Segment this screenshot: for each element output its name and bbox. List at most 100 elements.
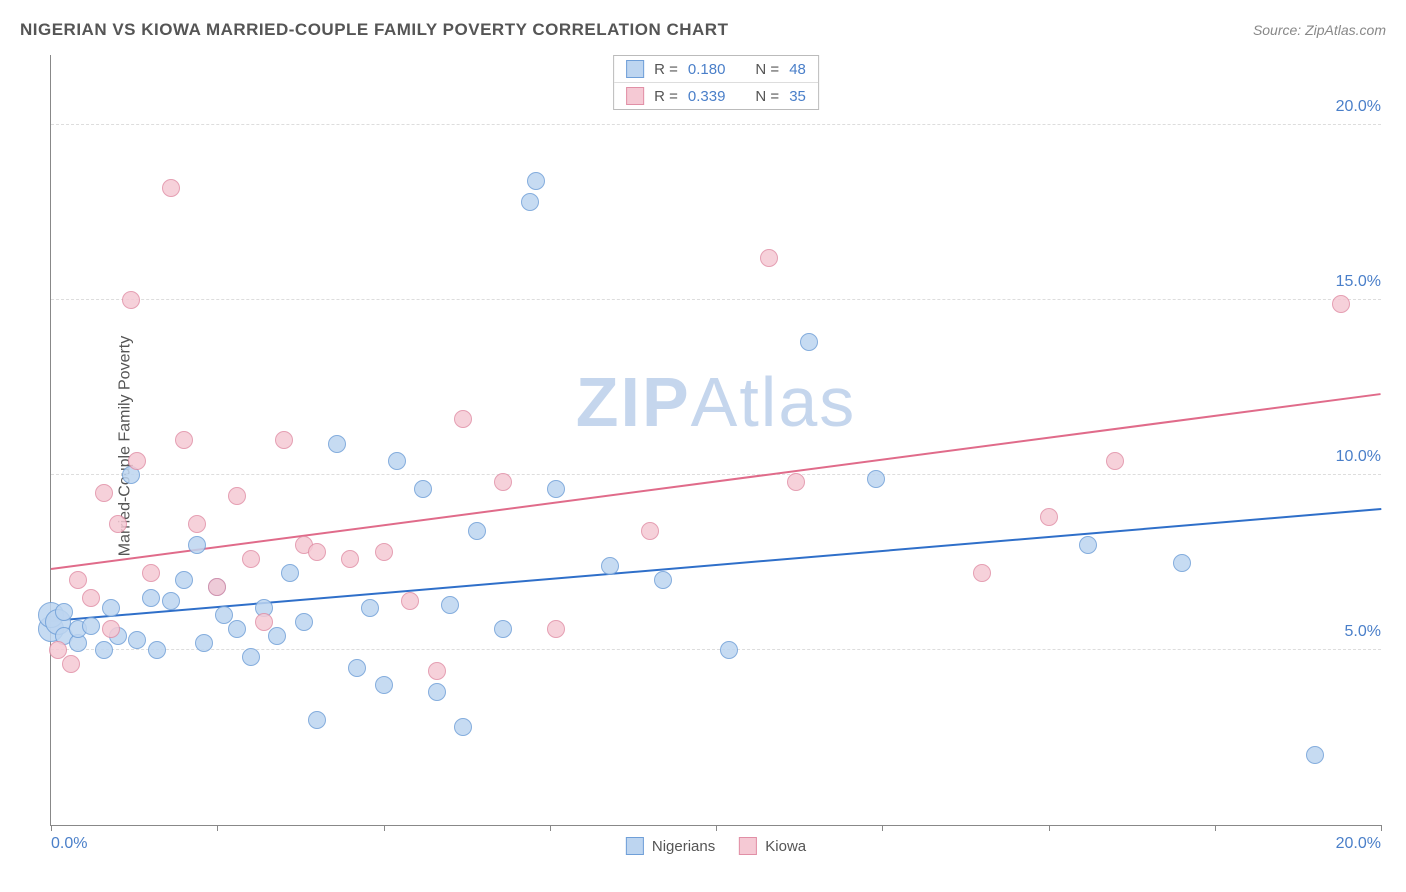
legend-label: Kiowa	[765, 838, 806, 855]
data-point	[348, 659, 366, 677]
data-point	[242, 648, 260, 666]
x-tick	[384, 825, 385, 831]
data-point	[228, 620, 246, 638]
gridline	[51, 299, 1381, 300]
x-tick	[51, 825, 52, 831]
x-tick	[550, 825, 551, 831]
data-point	[547, 480, 565, 498]
data-point	[654, 571, 672, 589]
legend-item: Nigerians	[626, 837, 715, 855]
data-point	[268, 627, 286, 645]
chart-title: NIGERIAN VS KIOWA MARRIED-COUPLE FAMILY …	[20, 20, 728, 40]
x-tick	[217, 825, 218, 831]
y-tick-label: 5.0%	[1339, 623, 1387, 641]
plot-area: ZIPAtlas R =0.180N =48R =0.339N =35 0.0%…	[50, 55, 1381, 826]
data-point	[281, 564, 299, 582]
data-point	[188, 536, 206, 554]
data-point	[175, 571, 193, 589]
legend-swatch	[626, 60, 644, 78]
series-legend: Nigerians Kiowa	[626, 837, 806, 855]
data-point	[128, 452, 146, 470]
data-point	[95, 484, 113, 502]
n-value: 35	[789, 88, 806, 105]
data-point	[867, 470, 885, 488]
data-point	[601, 557, 619, 575]
data-point	[1040, 508, 1058, 526]
data-point	[195, 634, 213, 652]
r-value: 0.339	[688, 88, 726, 105]
data-point	[641, 522, 659, 540]
y-tick-label: 10.0%	[1330, 448, 1387, 466]
y-tick-label: 20.0%	[1330, 98, 1387, 116]
data-point	[1173, 554, 1191, 572]
data-point	[122, 291, 140, 309]
n-value: 48	[789, 61, 806, 78]
data-point	[1332, 295, 1350, 313]
data-point	[527, 172, 545, 190]
legend-swatch	[626, 837, 644, 855]
source-label: Source: ZipAtlas.com	[1253, 22, 1386, 38]
data-point	[308, 711, 326, 729]
gridline	[51, 474, 1381, 475]
stats-row: R =0.339N =35	[614, 82, 818, 109]
data-point	[328, 435, 346, 453]
data-point	[760, 249, 778, 267]
data-point	[69, 571, 87, 589]
x-tick	[716, 825, 717, 831]
data-point	[162, 179, 180, 197]
x-tick	[1215, 825, 1216, 831]
legend-swatch	[626, 87, 644, 105]
data-point	[547, 620, 565, 638]
r-value: 0.180	[688, 61, 726, 78]
data-point	[454, 410, 472, 428]
data-point	[1106, 452, 1124, 470]
legend-swatch	[739, 837, 757, 855]
data-point	[82, 617, 100, 635]
x-axis-min-label: 0.0%	[51, 835, 87, 853]
stats-legend: R =0.180N =48R =0.339N =35	[613, 55, 819, 110]
data-point	[361, 599, 379, 617]
data-point	[521, 193, 539, 211]
data-point	[401, 592, 419, 610]
data-point	[428, 662, 446, 680]
data-point	[1306, 746, 1324, 764]
data-point	[454, 718, 472, 736]
n-label: N =	[755, 61, 779, 78]
data-point	[800, 333, 818, 351]
x-tick	[882, 825, 883, 831]
data-point	[95, 641, 113, 659]
data-point	[102, 620, 120, 638]
data-point	[109, 515, 127, 533]
data-point	[188, 515, 206, 533]
data-point	[375, 676, 393, 694]
data-point	[375, 543, 393, 561]
data-point	[787, 473, 805, 491]
data-point	[102, 599, 120, 617]
data-point	[208, 578, 226, 596]
x-tick	[1381, 825, 1382, 831]
r-label: R =	[654, 88, 678, 105]
data-point	[414, 480, 432, 498]
data-point	[341, 550, 359, 568]
data-point	[494, 620, 512, 638]
stats-row: R = 0.180 N = 48	[614, 56, 818, 82]
data-point	[128, 631, 146, 649]
data-point	[175, 431, 193, 449]
data-point	[388, 452, 406, 470]
r-label: R =	[654, 61, 678, 78]
data-point	[973, 564, 991, 582]
data-point	[308, 543, 326, 561]
data-point	[162, 592, 180, 610]
watermark: ZIPAtlas	[576, 362, 857, 442]
x-axis-max-label: 20.0%	[1336, 835, 1381, 853]
data-point	[1079, 536, 1097, 554]
x-tick	[1049, 825, 1050, 831]
data-point	[295, 613, 313, 631]
data-point	[441, 596, 459, 614]
data-point	[55, 603, 73, 621]
data-point	[255, 613, 273, 631]
data-point	[142, 564, 160, 582]
legend-label: Nigerians	[652, 838, 715, 855]
data-point	[62, 655, 80, 673]
data-point	[228, 487, 246, 505]
